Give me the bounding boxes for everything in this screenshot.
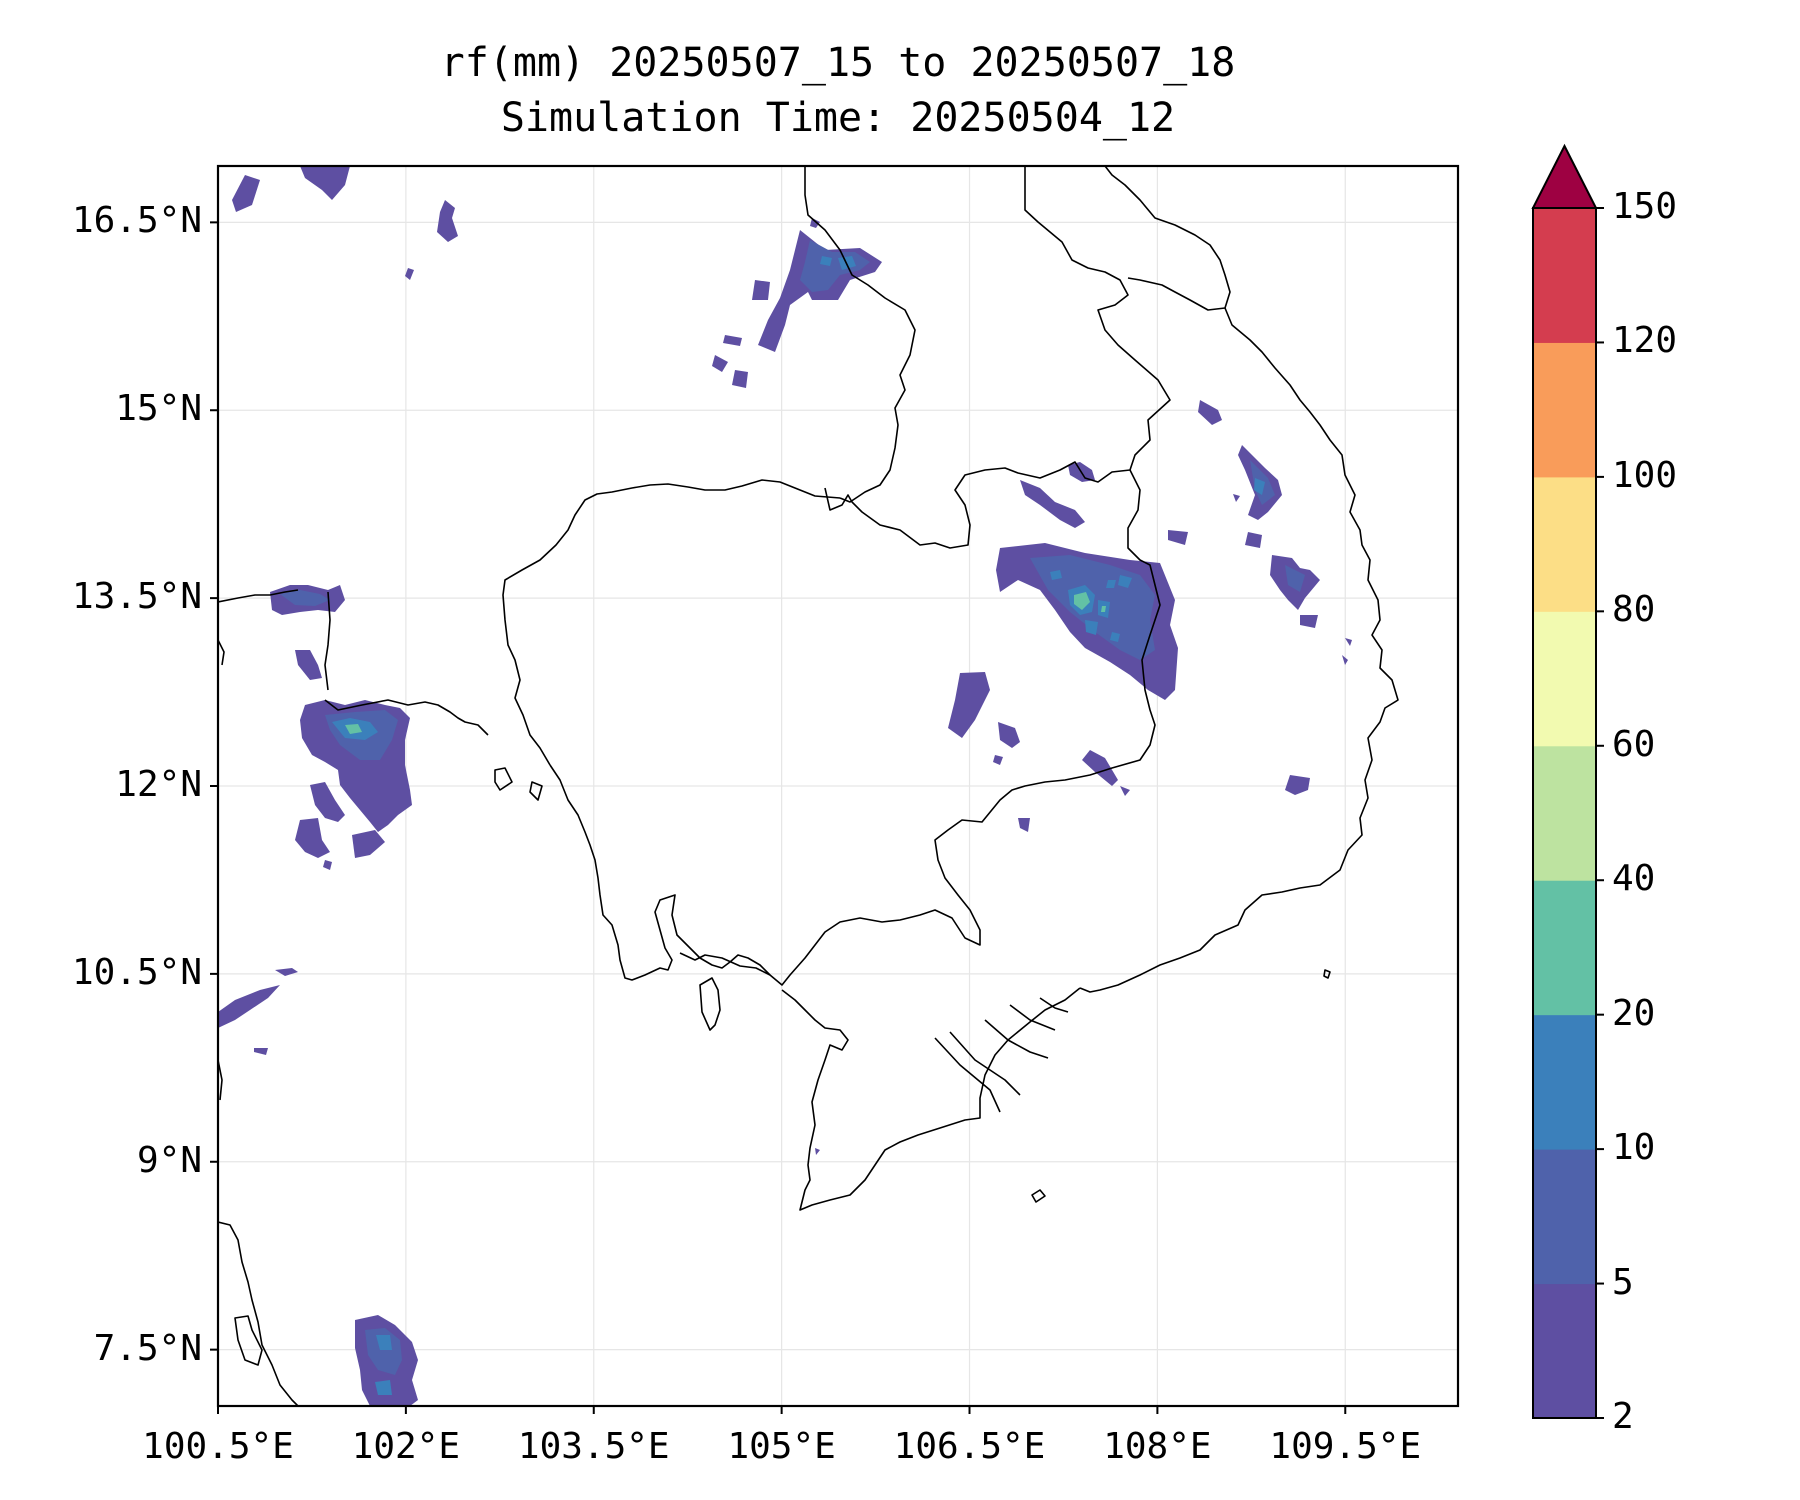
colorbar-band — [1533, 476, 1596, 612]
colorbar-band — [1533, 611, 1596, 747]
y-tick-label: 16.5°N — [71, 200, 202, 242]
colorbar-band — [1533, 342, 1596, 478]
colorbar-tick-label: 2 — [1612, 1396, 1634, 1437]
colorbar-band — [1533, 1014, 1596, 1150]
colorbar-outline — [1532, 207, 1597, 1419]
y-tick-label: 9°N — [136, 1139, 202, 1181]
y-tick-label: 7.5°N — [93, 1327, 202, 1369]
colorbar-tick-label: 120 — [1612, 320, 1678, 362]
colorbar — [1531, 143, 1604, 1419]
x-tick-label: 102°E — [351, 1426, 461, 1467]
colorbar-band — [1533, 208, 1596, 343]
colorbar-band — [1533, 745, 1596, 881]
colorbar-tick-label: 40 — [1612, 858, 1656, 900]
colorbar-tick-label: 60 — [1612, 723, 1656, 765]
colorbar-extend-arrow — [1531, 143, 1598, 209]
colorbar-tick-label: 100 — [1612, 454, 1678, 496]
rain-field-20-40mm — [345, 592, 1106, 734]
colorbar-tick-label: 150 — [1612, 186, 1678, 227]
y-tick-label: 13.5°N — [71, 576, 202, 618]
colorbar-band — [1533, 880, 1596, 1016]
x-tick-label: 108°E — [1103, 1426, 1212, 1467]
x-tick-label: 100.5°E — [142, 1426, 294, 1467]
colorbar-band — [1533, 1149, 1596, 1285]
colorbar-tick-label: 20 — [1612, 992, 1656, 1034]
colorbar-tick-label: 80 — [1612, 589, 1656, 631]
map-subtitle: Simulation Time: 20250504_12 — [500, 95, 1176, 141]
x-tick-label: 103.5°E — [517, 1426, 670, 1467]
colorbar-tick-label: 5 — [1612, 1261, 1634, 1303]
map-title: rf(mm) 20250507_15 to 20250507_18 — [440, 40, 1236, 86]
colorbar-band — [1533, 1283, 1596, 1419]
y-tick-label: 10.5°N — [71, 951, 202, 993]
country-borders-and-coastline — [218, 166, 1399, 1406]
x-tick-label: 105°E — [727, 1426, 836, 1467]
colorbar-tick-label: 10 — [1612, 1127, 1656, 1169]
x-tick-label: 106.5°E — [893, 1426, 1046, 1467]
y-tick-label: 12°N — [115, 764, 202, 805]
y-tick-label: 15°N — [115, 388, 202, 430]
x-tick-label: 109.5°E — [1269, 1426, 1422, 1467]
axis-ticks — [210, 221, 1347, 1414]
